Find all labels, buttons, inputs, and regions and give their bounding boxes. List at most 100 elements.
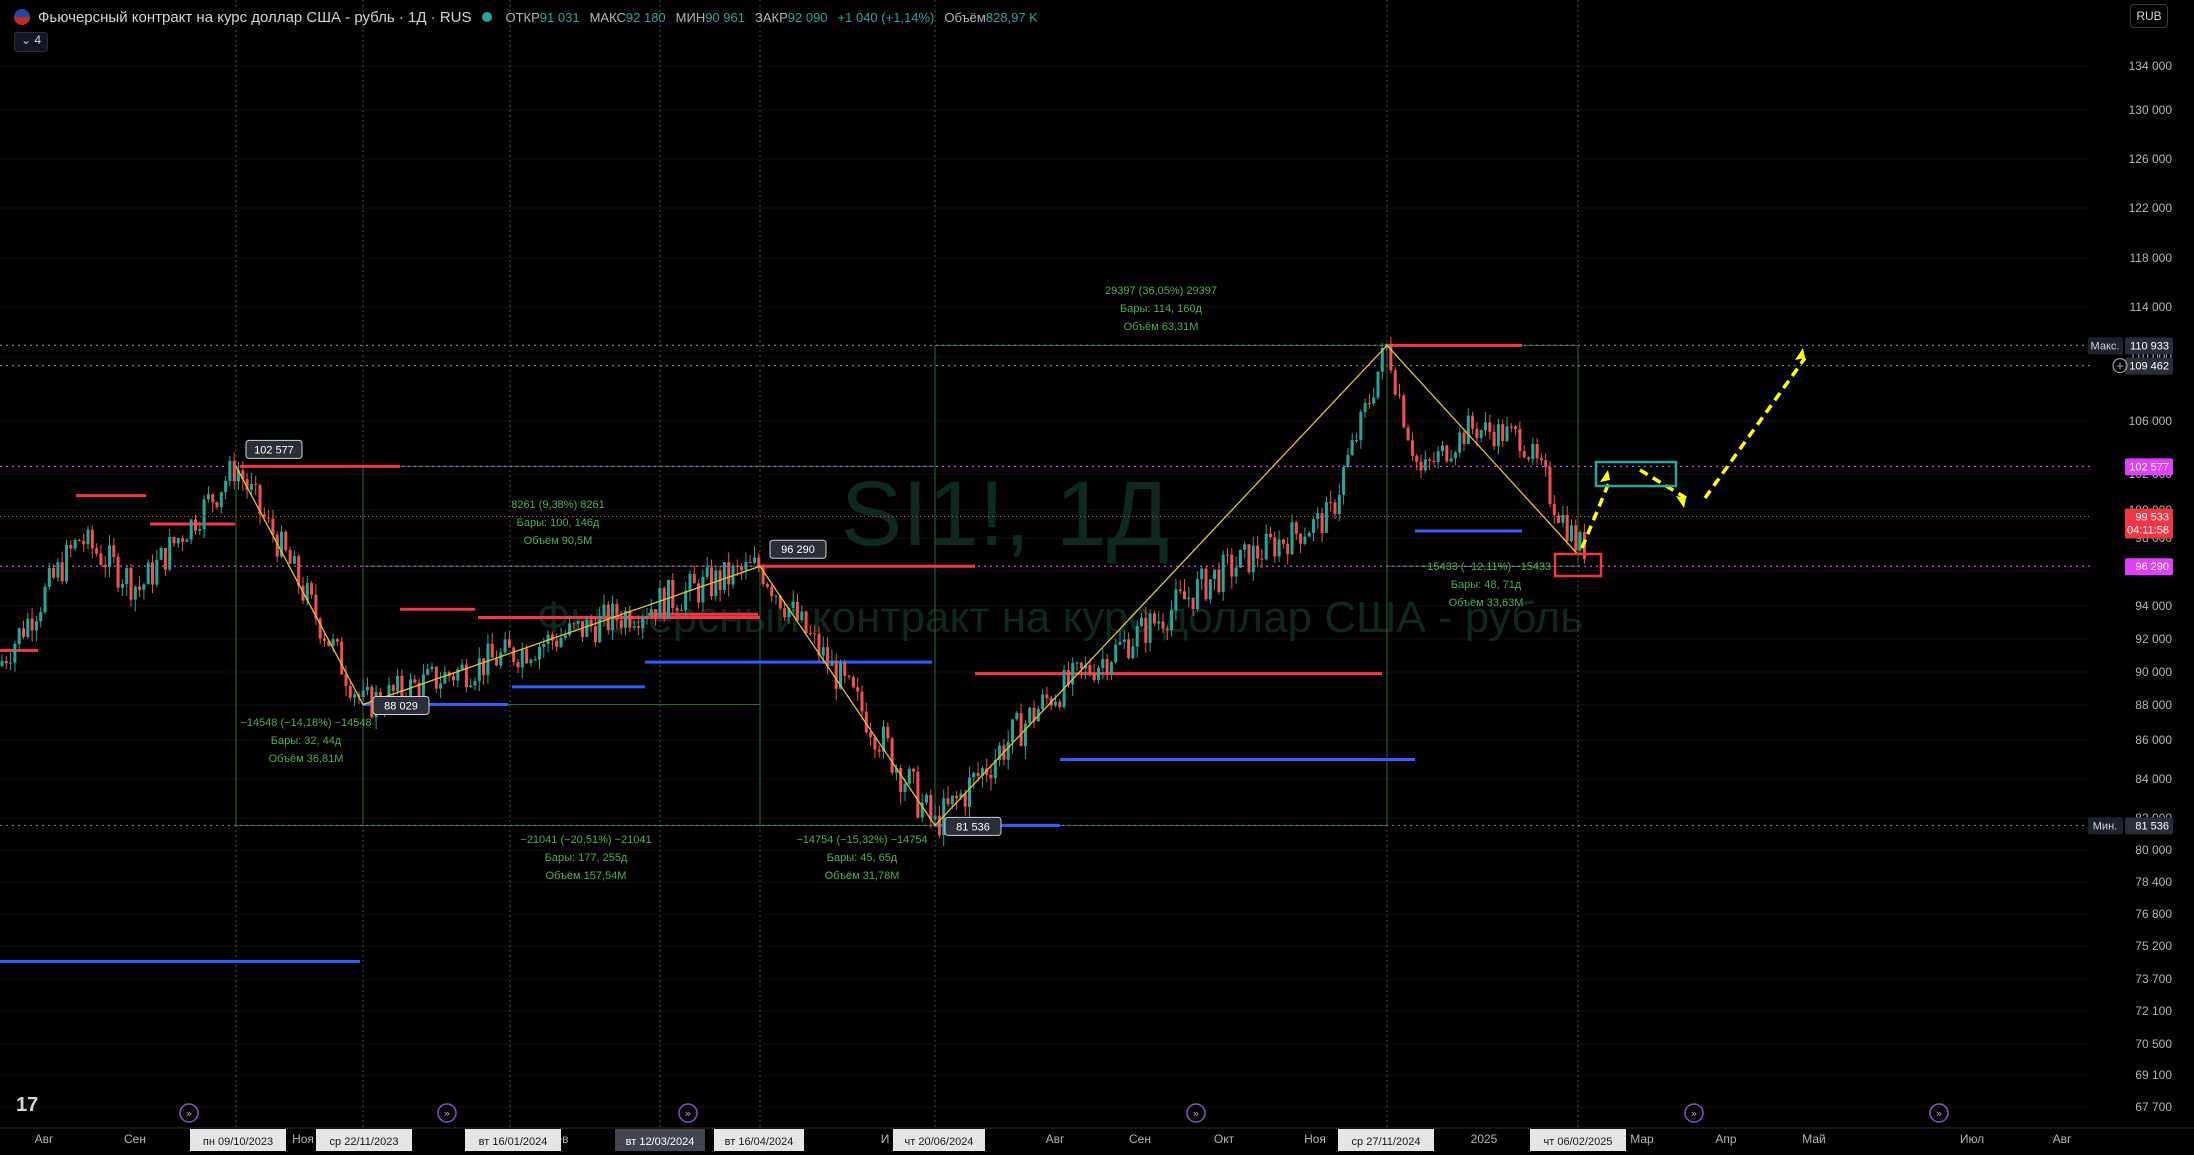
candle-body (1114, 644, 1118, 663)
candle-body (890, 738, 894, 773)
candle-body (439, 683, 443, 689)
candle-body (1054, 701, 1057, 706)
candle-body (116, 556, 120, 588)
zigzag-polyline (235, 344, 1579, 827)
candle-body (1316, 513, 1320, 520)
symbol-title[interactable]: Фьючерсный контракт на курс доллар США -… (38, 8, 472, 26)
event-icon (437, 1103, 457, 1123)
candle-body (628, 611, 632, 628)
candle-body (1398, 394, 1401, 396)
candle-body (860, 691, 864, 712)
measure-label: Объём 33,63M (1449, 597, 1524, 609)
price-tick: 122 000 (2129, 201, 2173, 215)
candle-body (1570, 525, 1573, 542)
candle-body (112, 545, 116, 557)
indicators-toggle[interactable]: ⌄ 4 (14, 32, 49, 52)
candle-body (1565, 515, 1569, 542)
target-zone-teal (1594, 460, 1678, 488)
candle-body (740, 566, 744, 571)
candle-body (65, 544, 68, 582)
candle-body (933, 815, 937, 820)
candle-body (1028, 707, 1032, 724)
candle-body (1312, 519, 1315, 534)
date-label-bg (465, 1129, 561, 1151)
price-label-bg (2125, 508, 2173, 539)
candle-body (331, 639, 335, 647)
candle-body (1531, 444, 1535, 460)
candle-body (168, 536, 172, 570)
date-label: чт 06/02/2025 (1544, 1136, 1613, 1148)
price-tick: 118 000 (2130, 251, 2173, 265)
candle-body (13, 643, 17, 663)
candle-body (1174, 589, 1178, 611)
candle-body (1097, 667, 1100, 680)
currency-button[interactable]: RUB (2130, 4, 2168, 28)
candle-body (1226, 554, 1229, 556)
date-label-bg (615, 1129, 705, 1151)
price-label-bg (2125, 817, 2173, 835)
candle-body (348, 685, 352, 698)
candle-body (1544, 460, 1548, 468)
candle-body (512, 647, 516, 662)
event-icon (1684, 1103, 1704, 1123)
candle-body (56, 562, 60, 578)
candle-body (916, 771, 920, 818)
candle-body (486, 643, 490, 676)
candle-body (189, 519, 193, 540)
candle-body (641, 617, 645, 628)
candle-body (980, 768, 984, 776)
candle-body (1238, 549, 1242, 568)
candle-body (1410, 440, 1414, 456)
candle-body (774, 595, 778, 597)
candle-body (1380, 348, 1384, 372)
candle-body (426, 669, 430, 675)
candle-body (1522, 450, 1526, 458)
candle-body (585, 619, 589, 637)
candle-body (636, 626, 640, 628)
price-label: 81 536 (2135, 820, 2169, 832)
candle-body (206, 494, 210, 500)
candle-body (198, 529, 202, 531)
candle-body (937, 815, 941, 836)
candle-body (525, 648, 529, 664)
measure-label: Бары: 32, 44д (271, 735, 342, 747)
candle-body (735, 566, 739, 568)
candle-body (52, 567, 56, 578)
candle-body (1079, 662, 1083, 669)
candle-body (1131, 646, 1135, 659)
candle-body (662, 588, 666, 619)
price-caption-bg (2088, 817, 2123, 835)
candle-body (1535, 444, 1539, 459)
candle-body (649, 609, 653, 617)
candle-body (839, 662, 842, 689)
candle-body (946, 798, 950, 805)
candle-body (507, 639, 511, 648)
candle-body (1501, 424, 1505, 442)
price-tick: 84 000 (2135, 772, 2172, 786)
candle-body (1140, 617, 1143, 627)
candle-body (654, 609, 658, 618)
candle-body (254, 483, 258, 485)
candle-body (1496, 424, 1500, 447)
candle-body (409, 679, 412, 704)
pivot-badge (769, 539, 827, 559)
candle-body (1247, 544, 1251, 573)
measure-box (235, 465, 364, 826)
pivot-label: 102 577 (254, 444, 294, 456)
candle-body (899, 767, 903, 792)
candle-body (1475, 428, 1479, 438)
candle-body (516, 661, 520, 668)
candle-body (473, 680, 477, 686)
candle-body (1032, 707, 1036, 722)
candle-body (1505, 426, 1509, 442)
candle-body (955, 795, 959, 799)
time-tick: Мар (1630, 1132, 1654, 1146)
price-tick: 130 000 (2129, 103, 2173, 117)
candle-body (826, 647, 830, 667)
candle-body (421, 674, 425, 699)
price-label-bg (2125, 558, 2173, 576)
candle-body (103, 564, 107, 568)
candle-body (886, 726, 890, 739)
candle-body (761, 567, 765, 585)
